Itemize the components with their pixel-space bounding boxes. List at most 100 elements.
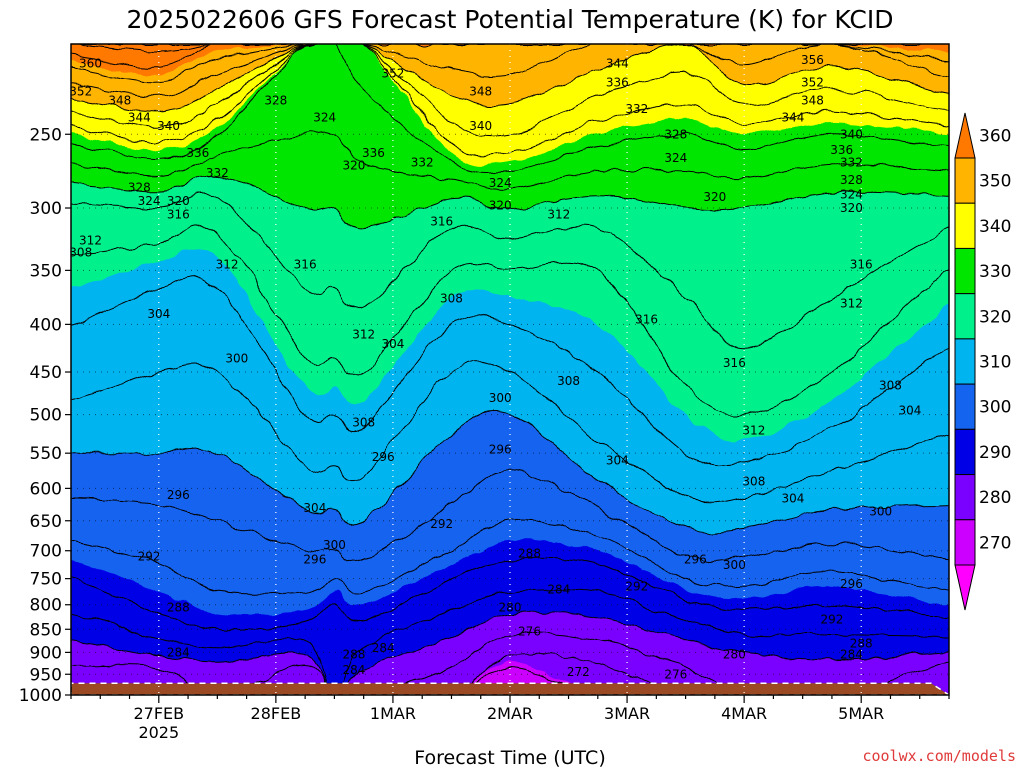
- contour-label: 324: [840, 187, 863, 201]
- x-tick-label: 1MAR: [370, 704, 416, 723]
- chart-title: 2025022606 GFS Forecast Potential Temper…: [127, 5, 894, 34]
- contour-label: 316: [723, 356, 746, 370]
- contour-label: 288: [167, 600, 190, 614]
- isentrope-304: [71, 360, 949, 503]
- contour-label: 348: [108, 94, 131, 108]
- y-tick-label: 400: [30, 315, 62, 335]
- colorbar-top-cap: [954, 112, 976, 159]
- contour-label: 312: [79, 233, 102, 247]
- colorbar-label: 290: [979, 443, 1011, 463]
- contour-label: 312: [547, 208, 570, 222]
- contour-label: 296: [167, 488, 190, 502]
- contour-label: 332: [411, 155, 434, 169]
- colorbar-legend: 270 280 290 300 310 320 330 340 350 360: [954, 112, 1011, 611]
- contour-label: 308: [352, 416, 375, 430]
- contour-label: 280: [499, 600, 522, 614]
- theta-band-280: [71, 612, 949, 695]
- contour-label: 332: [206, 166, 229, 180]
- colorbar-swatch: [954, 157, 976, 204]
- colorbar-label: 270: [979, 533, 1011, 553]
- x-tick-label: 3MAR: [604, 704, 650, 723]
- contour-label: 336: [186, 146, 209, 160]
- contour-label: 304: [303, 501, 326, 515]
- contour-label: 300: [723, 558, 746, 572]
- colorbar-label: 300: [979, 398, 1011, 418]
- colorbar-swatch: [954, 519, 976, 566]
- y-tick-label: 1000: [19, 686, 62, 706]
- y-tick-label: 300: [30, 199, 62, 219]
- contour-label: 300: [323, 538, 346, 552]
- y-axis: 250 300 350 400 450 500 550 600 650 700 750 800 850 9…: [19, 125, 71, 706]
- contour-label: 344: [128, 111, 151, 125]
- isentrope-348: [71, 44, 949, 83]
- contour-label: 316: [635, 312, 658, 326]
- colorbar-swatch: [954, 428, 976, 476]
- contour-label: 340: [157, 119, 180, 133]
- colorbar-label: 350: [979, 172, 1011, 192]
- contour-label: 276: [664, 667, 687, 681]
- contour-label: 292: [430, 517, 453, 531]
- contour-label: 316: [850, 258, 873, 272]
- colorbar-bottom-cap: [954, 564, 976, 611]
- isentrope-276: [71, 632, 949, 695]
- colorbar-swatch: [954, 474, 976, 521]
- colorbar-swatch: [954, 338, 976, 385]
- contour-label: 300: [225, 351, 248, 365]
- contour-label: 336: [830, 143, 853, 157]
- contour-label: 296: [684, 552, 707, 566]
- isentrope-340: [71, 44, 949, 113]
- contour-label: 336: [606, 76, 629, 90]
- contour-label: 304: [381, 337, 404, 351]
- contour-label: 308: [557, 374, 580, 388]
- isentrope-296: [71, 470, 949, 563]
- contour-label: 308: [69, 246, 92, 260]
- isentrope-288: [71, 558, 949, 631]
- contour-label: 316: [430, 214, 453, 228]
- credit-link[interactable]: coolwx.com/models: [862, 747, 1016, 765]
- contour-label: 348: [801, 94, 824, 108]
- x-tick-label: 4MAR: [721, 704, 767, 723]
- colorbar-label: 360: [979, 126, 1011, 146]
- y-tick-label: 900: [30, 643, 62, 663]
- contour-label: 320: [167, 194, 190, 208]
- colorbar-swatch: [954, 247, 976, 295]
- ground-surface: [71, 682, 949, 695]
- y-tick-label: 250: [30, 125, 62, 145]
- contour-label: 292: [625, 580, 648, 594]
- contour-label: 304: [147, 307, 170, 321]
- contour-label: 308: [879, 378, 902, 392]
- contour-label: 316: [167, 208, 190, 222]
- x-tick-sublabel: 2025: [138, 723, 179, 742]
- contour-label: 324: [313, 111, 336, 125]
- colorbar-label: 340: [979, 217, 1011, 237]
- contour-label: 300: [869, 504, 892, 518]
- contour-label: 284: [342, 663, 365, 677]
- grid-lines: [71, 44, 949, 695]
- x-tick-label: 5MAR: [838, 704, 884, 723]
- contour-label: 308: [440, 291, 463, 305]
- contour-label: 304: [606, 453, 629, 467]
- contour-label: 292: [138, 549, 161, 563]
- contour-label: 312: [216, 258, 239, 272]
- isentrope-328: [71, 44, 949, 174]
- contour-label: 328: [264, 94, 287, 108]
- isentrope-308: [71, 277, 949, 466]
- isentrope-292: [71, 519, 949, 595]
- contour-label: 320: [342, 158, 365, 172]
- isentrope-336: [71, 44, 949, 137]
- x-axis-label: Forecast Time (UTC): [414, 747, 605, 768]
- y-tick-label: 350: [30, 261, 62, 281]
- y-tick-label: 750: [30, 570, 62, 590]
- contour-label: 356: [801, 53, 824, 67]
- contour-label: 296: [489, 442, 512, 456]
- contour-label: 284: [372, 641, 395, 655]
- contour-label: 284: [840, 648, 863, 662]
- contour-label: 352: [801, 76, 824, 90]
- contour-label: 288: [518, 547, 541, 561]
- isentrope-280: [71, 612, 949, 695]
- isentrope-324: [71, 130, 949, 191]
